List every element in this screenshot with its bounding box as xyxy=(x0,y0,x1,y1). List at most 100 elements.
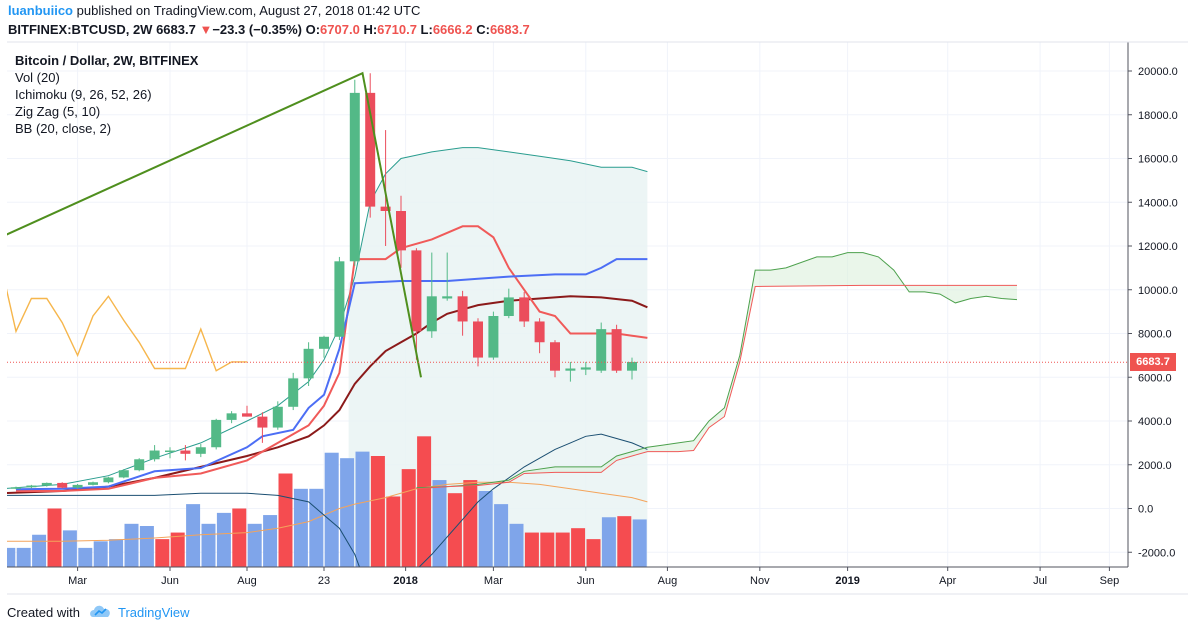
volume-bar xyxy=(324,452,339,567)
open-value: 6707.0 xyxy=(320,22,360,37)
y-tick-label: 8000.0 xyxy=(1138,329,1172,341)
open-label: O: xyxy=(305,22,321,37)
y-tick-label: 10000.0 xyxy=(1138,285,1178,297)
ichimoku-lagging-span xyxy=(7,288,247,372)
volume-bar xyxy=(401,469,416,567)
x-tick-label: Aug xyxy=(237,575,257,587)
volume-bar xyxy=(78,547,93,567)
candle-body xyxy=(488,316,499,358)
volume-bar xyxy=(232,508,247,567)
volume-ma-line xyxy=(7,481,648,542)
candle-body xyxy=(72,484,83,488)
last-price: 6683.7 xyxy=(156,22,196,37)
tradingview-brand-link[interactable]: TradingView xyxy=(117,605,190,620)
candle-body xyxy=(118,470,129,478)
candle-body xyxy=(396,211,406,251)
volume-bar xyxy=(93,541,108,567)
y-tick-label: 14000.0 xyxy=(1138,197,1178,209)
symbol-interval: BITFINEX:BTCUSD, 2W xyxy=(8,22,153,37)
candle-body xyxy=(580,367,591,370)
published-text: published on TradingView.com, August 27,… xyxy=(76,3,421,18)
candle-body xyxy=(88,482,98,485)
footer: Created with TradingView xyxy=(7,604,190,621)
plot-area xyxy=(7,42,1128,567)
candle-body xyxy=(211,419,222,448)
candle-body xyxy=(349,92,360,262)
close-label: C: xyxy=(476,22,490,37)
x-tick-label: Apr xyxy=(939,575,956,587)
volume-bar xyxy=(586,539,601,567)
volume-bar xyxy=(247,523,262,567)
candle-body xyxy=(365,92,376,207)
candle-body xyxy=(41,482,52,486)
last-price-tag: 6683.7 xyxy=(1130,353,1176,372)
volume-bar xyxy=(124,523,139,567)
volume-bar xyxy=(571,528,586,567)
author-link[interactable]: luanbuiico xyxy=(8,3,73,18)
volume-bar xyxy=(463,480,478,567)
ichimoku-span-b xyxy=(416,284,1017,490)
volume-bar xyxy=(186,504,201,567)
y-tick-label: 4000.0 xyxy=(1138,416,1172,428)
volume-bar xyxy=(494,504,509,567)
low-value: 6666.2 xyxy=(432,22,473,37)
candle-body xyxy=(257,416,268,428)
volume-bar xyxy=(109,539,124,567)
high-value: 6710.7 xyxy=(377,22,417,37)
candle-body xyxy=(26,485,37,488)
x-tick-label: 23 xyxy=(318,575,330,587)
candle-body xyxy=(303,348,314,379)
volume-bar xyxy=(139,526,154,567)
candle-body xyxy=(534,321,545,343)
candle-body xyxy=(565,368,576,371)
low-label: L: xyxy=(420,22,433,37)
candle-body xyxy=(596,329,607,371)
candle-body xyxy=(11,487,21,489)
volume-bar xyxy=(155,539,170,567)
y-tick-label: 16000.0 xyxy=(1138,154,1178,166)
candle-body xyxy=(503,297,514,316)
y-tick-label: 2000.0 xyxy=(1138,460,1172,472)
close-value: 6683.7 xyxy=(489,22,530,37)
volume-bar xyxy=(170,532,185,567)
quote-line: BITFINEX:BTCUSD, 2W 6683.7 ▼−23.3 (−0.35… xyxy=(8,22,530,37)
volume-bar xyxy=(524,532,539,567)
legend-ichimoku[interactable]: Ichimoku (9, 26, 52, 26) xyxy=(15,87,152,102)
legend-zigzag[interactable]: Zig Zag (5, 10) xyxy=(15,104,101,119)
x-tick-label: Nov xyxy=(750,575,770,587)
volume-bar xyxy=(509,523,524,567)
y-tick-label: 20000.0 xyxy=(1138,66,1178,78)
x-tick-label: Jun xyxy=(161,575,179,587)
volume-bar xyxy=(478,491,493,567)
y-tick-label: 12000.0 xyxy=(1138,241,1178,253)
candle-body xyxy=(380,206,391,211)
legend-volume[interactable]: Vol (20) xyxy=(15,70,60,85)
volume-bar xyxy=(370,456,385,567)
high-label: H: xyxy=(363,22,378,37)
volume-bar xyxy=(216,512,231,567)
volume-bar xyxy=(62,530,77,567)
volume-bar xyxy=(632,519,647,567)
legend-title[interactable]: Bitcoin / Dollar, 2W, BITFINEX xyxy=(15,53,199,68)
created-with-text: Created with xyxy=(7,605,80,620)
candle-body xyxy=(165,450,175,453)
legend-bollinger[interactable]: BB (20, close, 2) xyxy=(15,121,112,136)
candle-body xyxy=(442,296,453,299)
candle-body xyxy=(519,297,530,322)
candle-body xyxy=(288,378,299,407)
candle-body xyxy=(134,459,145,471)
x-tick-label: Jul xyxy=(1033,575,1047,587)
y-tick-label: 0.0 xyxy=(1138,504,1153,516)
volume-bar xyxy=(540,532,555,567)
volume-bar xyxy=(447,493,462,567)
candle-body xyxy=(103,477,114,483)
candle-body xyxy=(473,321,483,358)
volume-bar xyxy=(601,517,616,567)
volume-bar xyxy=(278,473,293,567)
ichimoku-conversion-line xyxy=(15,258,648,491)
x-tick-label: Mar xyxy=(68,575,87,587)
candle-body xyxy=(426,296,437,332)
volume-bar xyxy=(340,458,355,567)
x-tick-label: Jun xyxy=(577,575,595,587)
